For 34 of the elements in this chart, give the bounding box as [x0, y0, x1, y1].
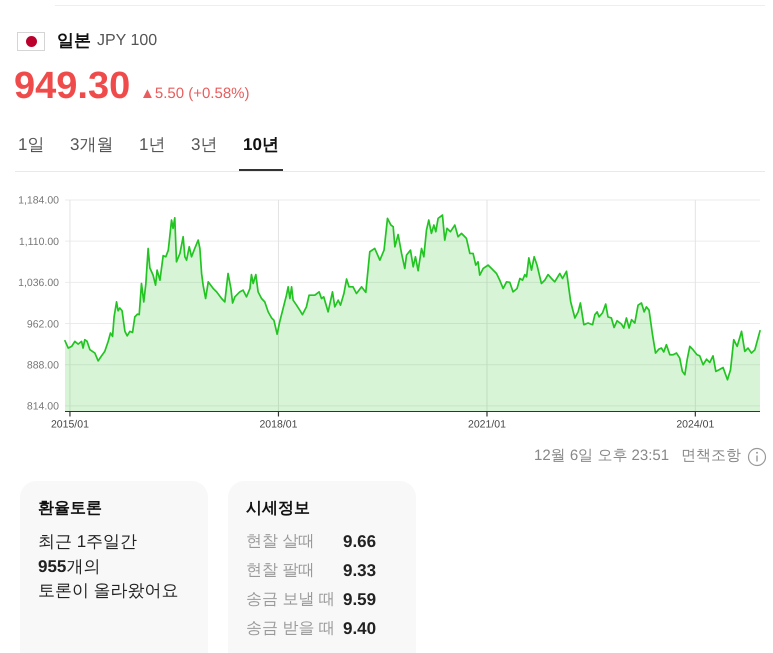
category-label: 현찰 살때 — [246, 532, 314, 552]
text: 토론이 올라왔어요 — [38, 580, 179, 602]
text: 1년 — [139, 134, 166, 156]
data-label: 9.59 — [343, 589, 376, 610]
data-label: 9.40 — [343, 618, 376, 640]
text: 10년 — [243, 134, 279, 156]
x-tick-label: 2015/01 — [50, 418, 90, 430]
text: 949.30 — [14, 64, 130, 109]
text: 3년 — [191, 134, 218, 156]
x-tick-label: 2018/01 — [259, 418, 298, 430]
text: 3개월 — [70, 134, 114, 156]
text: 환율토론 — [38, 499, 102, 519]
data-label: 9.66 — [343, 531, 376, 552]
category-label: 송금 받을 때 — [246, 619, 335, 639]
x-tick-label: 2021/01 — [468, 418, 506, 430]
y-tick-label: 888.00 — [26, 359, 60, 372]
y-tick-label: 962.00 — [26, 318, 60, 330]
text: 12월 6일 오후 23:51 — [534, 447, 670, 466]
y-tick-label: 1,110.00 — [18, 236, 60, 248]
category-label: 송금 보낼 때 — [246, 590, 335, 610]
text: 시세정보 — [246, 499, 310, 519]
text: 최근 1주일간 — [38, 531, 138, 552]
y-tick-label: 814.00 — [26, 400, 60, 413]
data-label: 9.33 — [343, 560, 376, 582]
x-tick-label: 2024/01 — [676, 418, 714, 430]
text: 1일 — [18, 134, 44, 156]
y-tick-label: 1,184.00 — [18, 194, 60, 207]
chart-subtitle: JPY 100 — [97, 31, 158, 51]
text: ▲5.50 (+0.58%) — [140, 85, 250, 104]
category-label: 현찰 팔때 — [246, 561, 314, 581]
y-tick-label: 1,036.00 — [18, 277, 60, 290]
text: 면책조항 — [681, 447, 741, 466]
text: 955개의 — [38, 556, 100, 577]
chart-title: 일본 — [57, 30, 91, 52]
